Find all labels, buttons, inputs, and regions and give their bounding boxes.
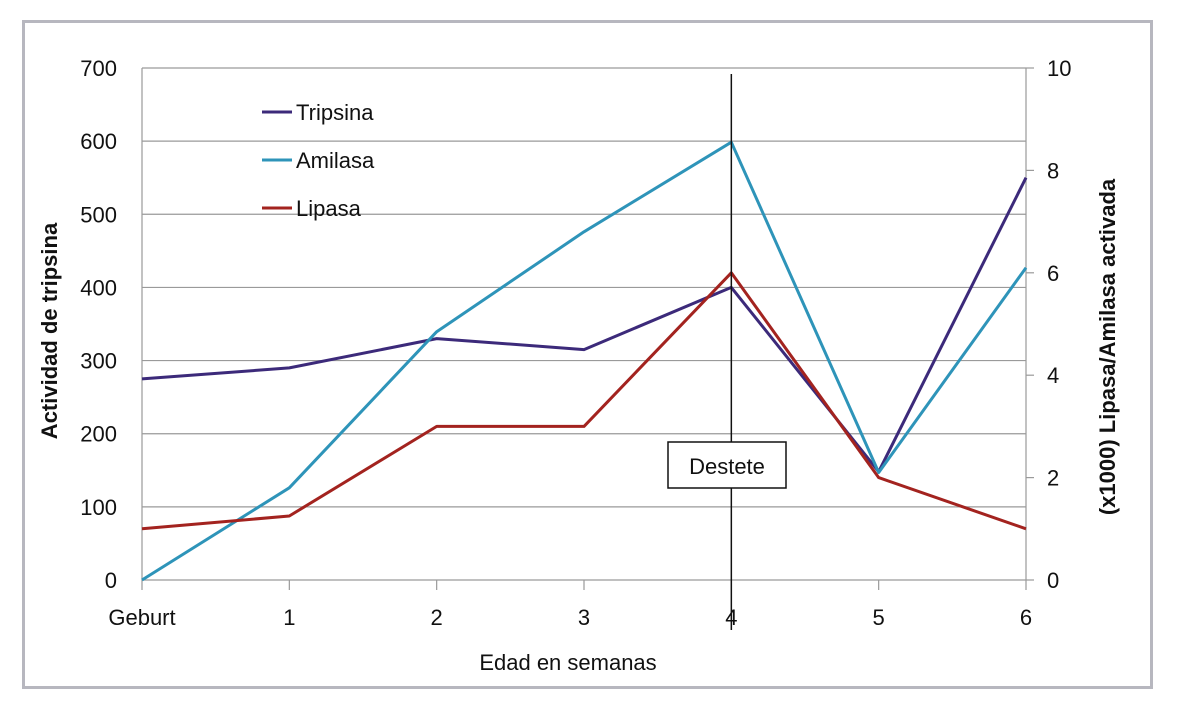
series-line-amilasa <box>141 140 1028 582</box>
annotation: Destete <box>667 74 787 630</box>
y-axis-right: 0 2 4 6 8 10 <box>1026 56 1071 593</box>
series-line-lipasa <box>141 271 1027 531</box>
x-tick-label: 6 <box>1020 605 1032 630</box>
x-tick-label: 1 <box>283 605 295 630</box>
y-axis-left: 0 100 200 300 400 500 600 700 <box>80 56 117 593</box>
x-tick-label: Geburt <box>108 605 175 630</box>
x-axis-title: Edad en semanas <box>479 650 656 675</box>
y-left-tick-label: 0 <box>105 568 117 593</box>
y-left-tick-label: 500 <box>80 202 117 227</box>
annotation-box <box>667 441 787 489</box>
y-right-tick-label: 0 <box>1047 568 1059 593</box>
y-right-tick-label: 8 <box>1047 158 1059 183</box>
series-lines <box>141 140 1028 582</box>
x-tick-label: 2 <box>431 605 443 630</box>
legend: Tripsina Amilasa Lipasa <box>262 100 375 221</box>
y-right-tick-label: 4 <box>1047 363 1059 388</box>
y-axis-right-title: (x1000) Lipasa/Amilasa activada <box>1095 178 1120 515</box>
y-right-tick-label: 10 <box>1047 56 1071 81</box>
y-left-tick-label: 200 <box>80 422 117 447</box>
x-tick-label: 3 <box>578 605 590 630</box>
y-right-tick-label: 6 <box>1047 261 1059 286</box>
annotation-label: Destete <box>689 454 765 479</box>
y-left-tick-label: 600 <box>80 129 117 154</box>
y-axis-left-title: Actividad de tripsina <box>37 222 62 439</box>
y-left-tick-label: 100 <box>80 495 117 520</box>
y-right-tick-label: 2 <box>1047 466 1059 491</box>
y-left-tick-label: 300 <box>80 349 117 374</box>
legend-label: Lipasa <box>296 196 362 221</box>
grid-lines <box>141 67 1027 581</box>
y-left-tick-label: 700 <box>80 56 117 81</box>
y-left-tick-label: 400 <box>80 275 117 300</box>
legend-label: Amilasa <box>296 148 375 173</box>
x-tick-label: 5 <box>873 605 885 630</box>
legend-label: Tripsina <box>296 100 374 125</box>
x-axis: Geburt 1 2 3 4 5 6 <box>108 580 1032 630</box>
